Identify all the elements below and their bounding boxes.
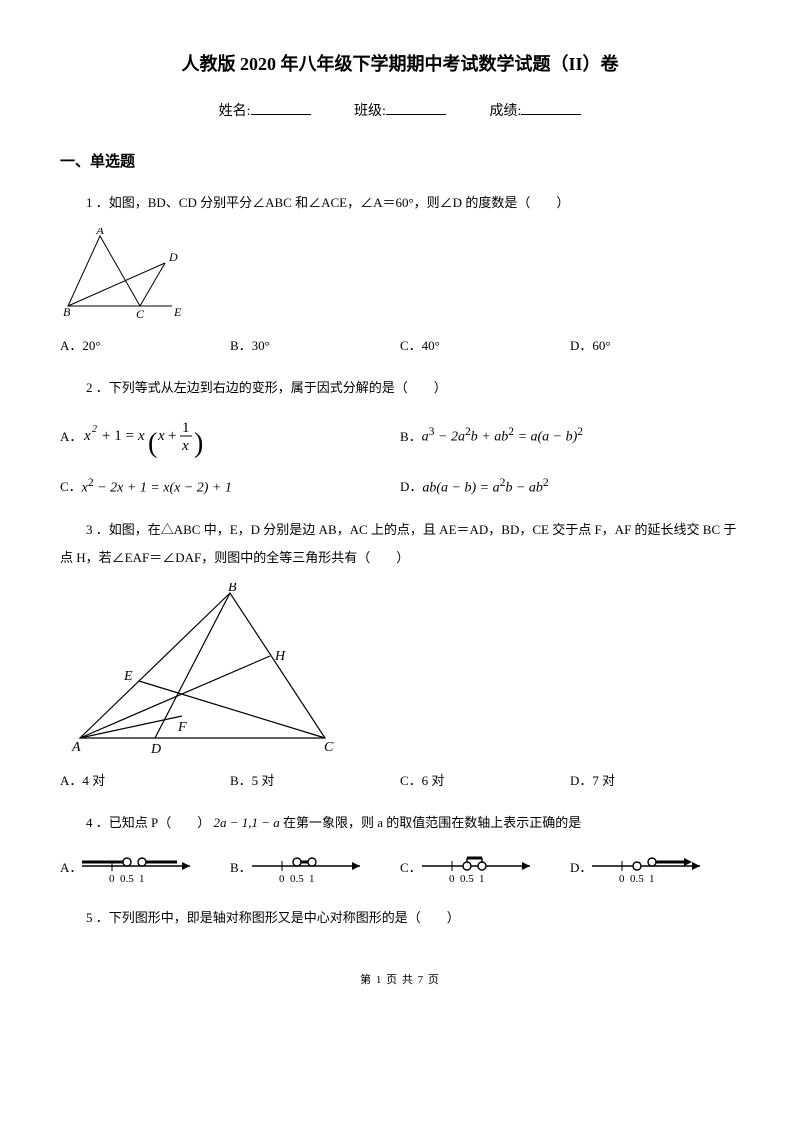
q1-label-A: A bbox=[95, 228, 104, 237]
q2-math-C: x2 − 2x + 1 = x(x − 2) + 1 bbox=[82, 476, 232, 497]
svg-text:1: 1 bbox=[649, 873, 655, 884]
svg-text:x: x bbox=[83, 428, 91, 444]
svg-text:0: 0 bbox=[449, 873, 455, 884]
name-blank[interactable] bbox=[251, 114, 311, 115]
score-blank[interactable] bbox=[521, 114, 581, 115]
q2-math-D: ab(a − b) = a2b − ab2 bbox=[422, 476, 548, 497]
q1-label-E: E bbox=[173, 305, 182, 319]
svg-text:0.5: 0.5 bbox=[120, 873, 134, 884]
q5-text: 5 ．下列图形中，即是轴对称图形又是中心对称图形的是（ ） bbox=[60, 904, 740, 931]
section-single-choice: 一、单选题 bbox=[60, 150, 740, 171]
q2-math-A: x2 + 1 = x ( x + 1 x ) bbox=[82, 414, 232, 458]
numline-A: 0 0.5 1 bbox=[82, 848, 202, 884]
q4-opt-B[interactable]: B． 0 0.5 1 bbox=[230, 848, 400, 884]
q3-diagram: A B C D E H F bbox=[60, 583, 740, 758]
svg-text:+ 1 =: + 1 = bbox=[102, 428, 134, 444]
exam-page: 人教版 2020 年八年级下学期期中考试数学试题（II）卷 姓名: 班级: 成绩… bbox=[0, 0, 800, 1017]
q2-math-B: a3 − 2a2b + ab2 = a(a − b)2 bbox=[422, 425, 583, 446]
svg-text:0: 0 bbox=[619, 873, 625, 884]
q1-text: 1 ．如图，BD、CD 分别平分∠ABC 和∠ACE，∠A＝60°，则∠D 的度… bbox=[60, 189, 740, 216]
q2-opt-D[interactable]: D． ab(a − b) = a2b − ab2 bbox=[400, 476, 740, 497]
q3-opt-C[interactable]: C．6 对 bbox=[400, 770, 570, 789]
svg-text:x: x bbox=[137, 428, 145, 444]
q2-opt-A[interactable]: A． x2 + 1 = x ( x + 1 x ) bbox=[60, 414, 400, 458]
q3-label-E: E bbox=[123, 669, 133, 684]
svg-text:0.5: 0.5 bbox=[290, 873, 304, 884]
q3-label-C: C bbox=[324, 740, 334, 755]
q2-options: A． x2 + 1 = x ( x + 1 x ) bbox=[60, 414, 740, 497]
class-label: 班级: bbox=[354, 104, 386, 119]
svg-text:x: x bbox=[157, 428, 165, 444]
q3-label-D: D bbox=[150, 742, 161, 757]
q4-options: A． 0 0.5 1 B． bbox=[60, 848, 740, 884]
q3-label-A: A bbox=[71, 740, 81, 755]
q1-opt-B[interactable]: B．30° bbox=[230, 335, 400, 354]
q1-opt-D[interactable]: D．60° bbox=[570, 335, 740, 354]
numline-C: 0 0.5 1 bbox=[422, 848, 542, 884]
q1-label-C: C bbox=[136, 307, 145, 321]
svg-text:x: x bbox=[181, 438, 189, 454]
q2-opt-C[interactable]: C． x2 − 2x + 1 = x(x − 2) + 1 bbox=[60, 476, 400, 497]
q1-options: A．20° B．30° C．40° D．60° bbox=[60, 335, 740, 354]
q3-opt-D[interactable]: D．7 对 bbox=[570, 770, 740, 789]
q1-opt-C[interactable]: C．40° bbox=[400, 335, 570, 354]
svg-text:1: 1 bbox=[309, 873, 315, 884]
student-info: 姓名: 班级: 成绩: bbox=[60, 100, 740, 120]
q1-opt-A[interactable]: A．20° bbox=[60, 335, 230, 354]
q2-text: 2 ．下列等式从左边到右边的变形，属于因式分解的是（ ） bbox=[60, 374, 740, 401]
q3-label-F: F bbox=[177, 720, 187, 735]
numline-B: 0 0.5 1 bbox=[252, 848, 372, 884]
svg-text:1: 1 bbox=[139, 873, 145, 884]
q3-label-H: H bbox=[274, 649, 286, 664]
name-label: 姓名: bbox=[219, 104, 251, 119]
q3-options: A．4 对 B．5 对 C．6 对 D．7 对 bbox=[60, 770, 740, 789]
q4-opt-A[interactable]: A． 0 0.5 1 bbox=[60, 848, 230, 884]
svg-text:): ) bbox=[194, 428, 203, 458]
q1-diagram: A B C E D bbox=[60, 228, 740, 323]
q3-opt-A[interactable]: A．4 对 bbox=[60, 770, 230, 789]
svg-text:(: ( bbox=[148, 428, 157, 458]
svg-text:0.5: 0.5 bbox=[630, 873, 644, 884]
q3-opt-B[interactable]: B．5 对 bbox=[230, 770, 400, 789]
svg-text:0.5: 0.5 bbox=[460, 873, 474, 884]
score-label: 成绩: bbox=[489, 104, 521, 119]
svg-text:0: 0 bbox=[109, 873, 115, 884]
q2-opt-B[interactable]: B． a3 − 2a2b + ab2 = a(a − b)2 bbox=[400, 414, 740, 458]
q4-opt-D[interactable]: D． 0 0.5 1 bbox=[570, 848, 740, 884]
numline-D: 0 0.5 1 bbox=[592, 848, 712, 884]
page-title: 人教版 2020 年八年级下学期期中考试数学试题（II）卷 bbox=[60, 50, 740, 76]
svg-text:2: 2 bbox=[92, 424, 97, 435]
page-footer: 第 1 页 共 7 页 bbox=[60, 971, 740, 987]
q3-text: 3 ．如图，在△ABC 中，E，D 分别是边 AB，AC 上的点，且 AE＝AD… bbox=[60, 516, 740, 571]
q3-label-B: B bbox=[228, 583, 237, 595]
svg-text:0: 0 bbox=[279, 873, 285, 884]
svg-text:1: 1 bbox=[479, 873, 485, 884]
q1-label-B: B bbox=[63, 305, 71, 319]
svg-text:1: 1 bbox=[182, 420, 190, 436]
q1-label-D: D bbox=[168, 250, 178, 264]
class-blank[interactable] bbox=[386, 114, 446, 115]
q4-opt-C[interactable]: C． 0 0.5 1 bbox=[400, 848, 570, 884]
q4-text: 4 ．已知点 P（ ） 2a − 1,1 − a 在第一象限，则 a 的取值范围… bbox=[60, 809, 740, 836]
svg-text:+: + bbox=[168, 428, 176, 444]
